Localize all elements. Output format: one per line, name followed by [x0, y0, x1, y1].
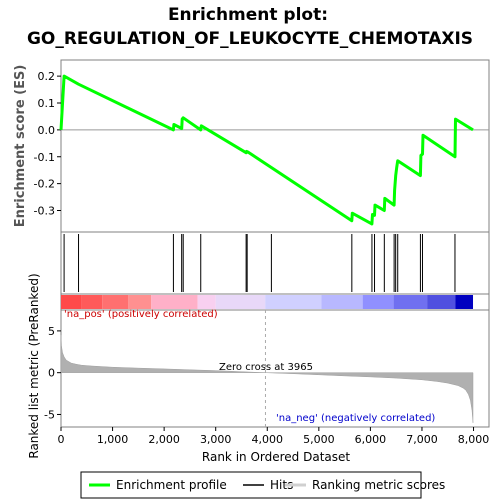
es-y-axis-label: Enrichment score (ES): [13, 65, 28, 228]
x-tick-label: 8,000: [458, 433, 490, 446]
gradient-segment: [265, 295, 322, 309]
gradient-segments: [61, 295, 474, 309]
gradient-segment: [321, 295, 363, 309]
es-y-tick-label: -0.2: [34, 178, 55, 191]
metric-y-tick-label: 5: [48, 325, 55, 338]
zero-cross-annotation: Zero cross at 3965: [219, 362, 313, 373]
x-tick-label: 1,000: [97, 433, 129, 446]
legend-enrichment-label: Enrichment profile: [116, 478, 227, 492]
es-y-tick-label: -0.3: [34, 205, 55, 218]
x-tick-label: 2,000: [148, 433, 180, 446]
es-y-tick-label: 0.1: [38, 97, 56, 110]
x-tick-label: 0: [58, 433, 65, 446]
ranking-metric-area: [60, 335, 474, 423]
x-tick-label: 6,000: [355, 433, 387, 446]
x-tick-label: 5,000: [303, 433, 335, 446]
metric-x-ticks: 0 1,000 2,000 3,000 4,000 5,000 6,000 7,000 8,00…: [58, 427, 490, 446]
hits-panel-frame: [60, 231, 490, 295]
metric-y-axis-label: Ranked list metric (PreRanked): [27, 273, 41, 458]
hits-panel: [60, 231, 490, 295]
rank-gradient-bar: [60, 293, 490, 311]
legend: Enrichment profile Hits Ranking metric s…: [80, 471, 445, 499]
legend-hits-label: Hits: [270, 478, 293, 492]
metric-y-ticks: -5 0 5: [44, 325, 61, 421]
gradient-segment: [128, 295, 152, 309]
gradient-segment: [362, 295, 394, 309]
gradient-segment: [151, 295, 198, 309]
gradient-segment: [81, 295, 103, 309]
legend-metric-label: Ranking metric scores: [312, 478, 445, 492]
gradient-segment: [61, 295, 82, 309]
enrichment-profile-line: [59, 74, 474, 226]
na-pos-annotation: 'na_pos' (positively correlated): [64, 309, 218, 320]
es-panel-frame: [60, 59, 490, 233]
hits-lines: [63, 234, 456, 292]
es-y-tick-label: -0.1: [34, 151, 55, 164]
gradient-segment: [455, 295, 474, 309]
x-tick-label: 4,000: [252, 433, 284, 446]
title-line-1: Enrichment plot:: [168, 5, 328, 25]
x-tick-label: 7,000: [406, 433, 438, 446]
title-line-2: GO_REGULATION_OF_LEUKOCYTE_CHEMOTAXIS: [27, 29, 473, 49]
gradient-segment: [197, 295, 216, 309]
metric-y-tick-label: -5: [44, 408, 55, 421]
es-y-tick-label: 0.2: [38, 70, 56, 83]
es-y-tick-label: 0.0: [38, 124, 56, 137]
metric-panel: -505 0 1,000 2,000 3,000 4,000 5,000 6,000 7,00…: [27, 273, 490, 464]
gradient-segment: [393, 295, 428, 309]
metric-y-tick-label: 0: [48, 367, 55, 380]
x-axis-label: Rank in Ordered Dataset: [202, 450, 350, 464]
gradient-segment: [102, 295, 129, 309]
es-y-ticks: -0.3 -0.2 -0.1 0.0 0.1 0.2: [34, 70, 61, 218]
es-panel: -0.3 -0.2 -0.1 0.0 0.1 0.2 Enrichment score (…: [13, 59, 490, 233]
na-neg-annotation: 'na_neg' (negatively correlated): [276, 413, 435, 424]
x-tick-label: 3,000: [200, 433, 232, 446]
gradient-segment: [427, 295, 456, 309]
gradient-segment: [215, 295, 266, 309]
